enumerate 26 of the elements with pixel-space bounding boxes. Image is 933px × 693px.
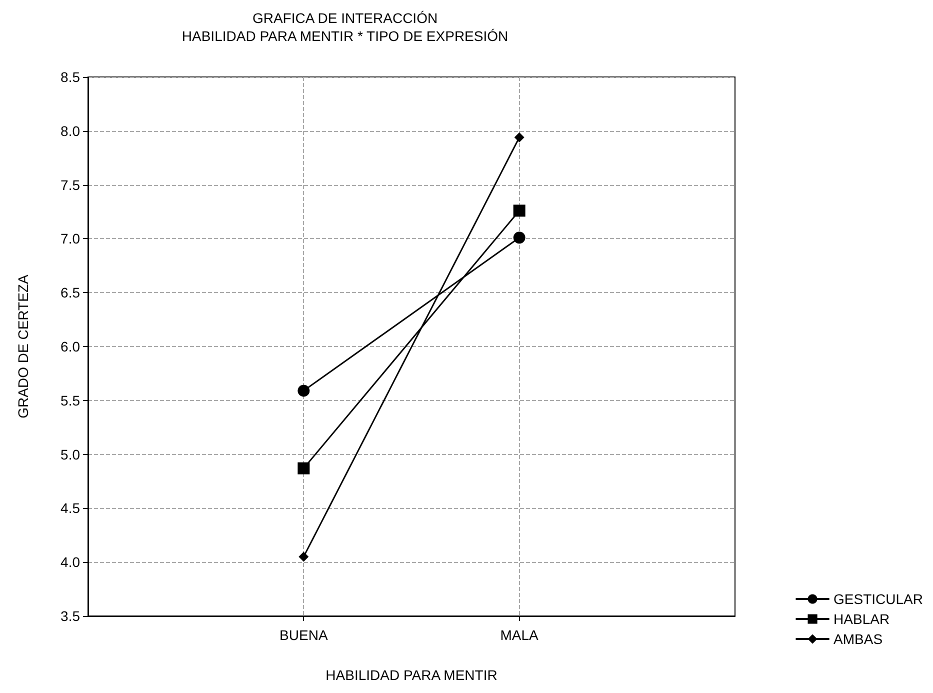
y-tick-label: 5.0 — [60, 446, 80, 462]
y-tick-label: 7.5 — [60, 176, 80, 193]
y-tick-label: 8.5 — [60, 69, 80, 85]
point — [298, 462, 310, 474]
point — [513, 232, 526, 244]
point — [513, 204, 526, 217]
chart-subtitle: HABILIDAD PARA MENTIR * TIPO DE EXPRESIÓN — [182, 28, 508, 44]
y-tick-label: 5.5 — [60, 392, 80, 408]
x-axis-title: HABILIDAD PARA MENTIR — [326, 667, 498, 683]
x-tick-label: BUENA — [280, 627, 328, 643]
y-tick-label: 7.0 — [60, 230, 80, 247]
y-tick-label: 4.0 — [60, 554, 80, 570]
point — [298, 552, 309, 562]
legend-label: GESTICULAR — [834, 591, 924, 607]
y-tick-label: 6.0 — [60, 338, 80, 354]
legend-label: AMBAS — [834, 631, 883, 647]
y-tick-label: 3.5 — [60, 608, 80, 624]
point — [298, 384, 310, 397]
y-tick-label: 6.5 — [60, 284, 80, 301]
x-tick-label: MALA — [500, 627, 540, 643]
chart-title: GRAFICA DE INTERACCIÓN — [252, 10, 438, 26]
y-tick-label: 4.5 — [60, 500, 80, 516]
legend-label: HABLAR — [834, 611, 890, 627]
y-tick-label: 8.0 — [60, 122, 80, 139]
y-axis-title: GRADO DE CERTEZA — [15, 274, 31, 418]
point — [514, 132, 524, 142]
